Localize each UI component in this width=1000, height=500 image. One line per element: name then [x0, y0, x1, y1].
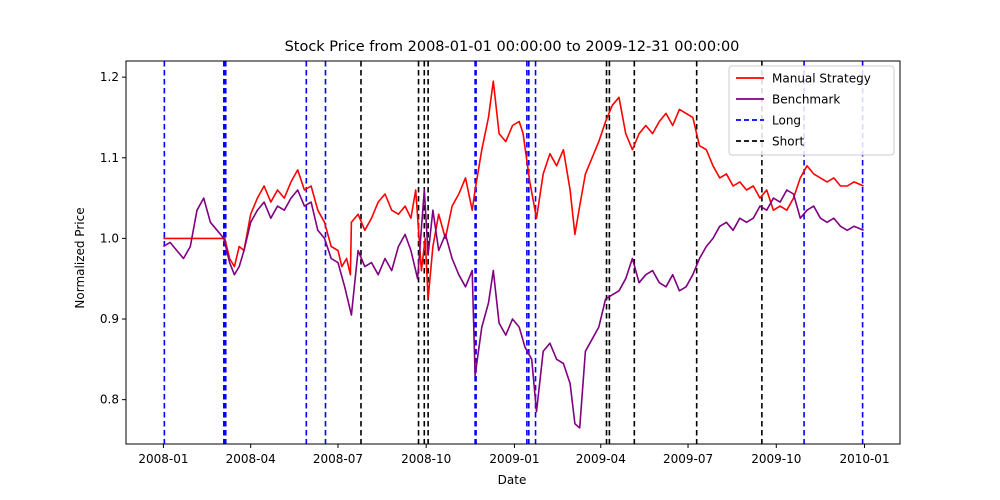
legend-label-manual-strategy: Manual Strategy	[772, 72, 871, 86]
x-tick-label: 2008-01	[138, 452, 188, 466]
y-axis: 0.8 0.9 1.0 1.1 1.2	[100, 70, 126, 407]
y-tick-label: 1.0	[100, 231, 119, 245]
legend-label-benchmark: Benchmark	[772, 93, 840, 107]
legend-box	[728, 65, 895, 156]
x-axis-label: Date	[498, 473, 527, 487]
chart-title: Stock Price from 2008-01-01 00:00:00 to …	[285, 39, 740, 55]
x-tick-label: 2009-04	[576, 452, 626, 466]
x-tick-label: 2008-04	[226, 452, 276, 466]
y-tick-label: 1.1	[100, 151, 119, 165]
y-tick-label: 0.9	[100, 312, 119, 326]
x-tick-label: 2008-10	[401, 452, 451, 466]
x-tick-label: 2009-10	[751, 452, 801, 466]
y-tick-label: 0.8	[100, 393, 119, 407]
x-tick-label: 2009-01	[489, 452, 539, 466]
y-tick-label: 1.2	[100, 70, 119, 84]
x-axis: 2008-01 2008-04 2008-07 2008-10 2009-01 2009-…	[138, 444, 890, 466]
signal-lines	[163, 61, 864, 444]
legend-label-short: Short	[772, 135, 804, 149]
x-tick-label: 2008-07	[313, 452, 363, 466]
benchmark-series-line	[162, 189, 864, 429]
x-tick-label: 2010-01	[839, 452, 889, 466]
series-lines	[162, 80, 864, 429]
manual-strategy-series-line	[163, 80, 864, 300]
y-axis-label: Normalized Price	[73, 207, 87, 308]
legend-label-long: Long	[772, 114, 801, 128]
legend: Manual Strategy Benchmark Long Short	[728, 65, 895, 156]
plot-frame	[125, 60, 901, 445]
x-tick-label: 2009-07	[663, 452, 713, 466]
